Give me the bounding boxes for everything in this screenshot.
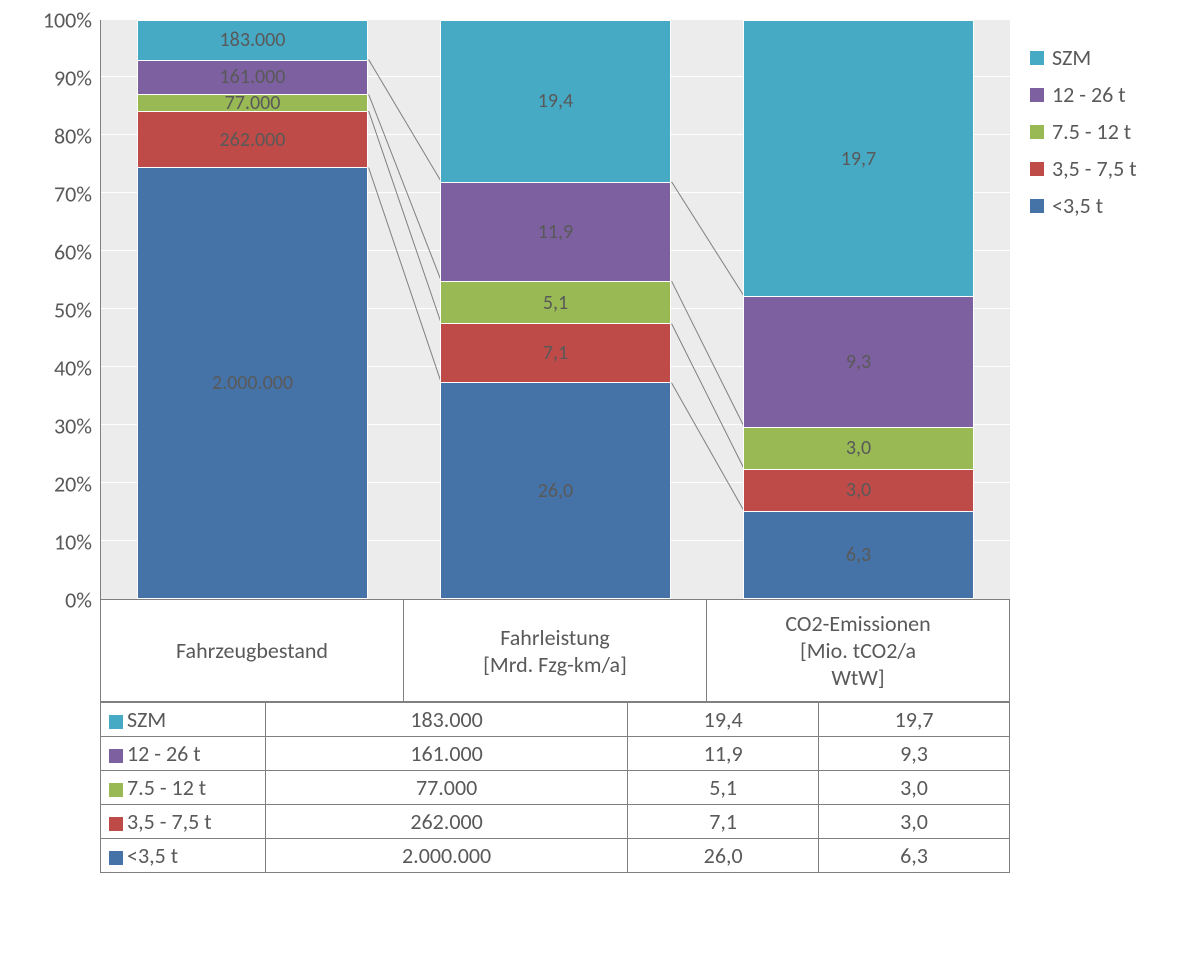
- legend-item-75_12: 7.5 - 12 t: [1030, 118, 1180, 145]
- table-cell: 19,7: [819, 703, 1010, 737]
- segment-fahrleistung-lt35: 26,0: [440, 382, 670, 599]
- table-swatch-icon: [109, 851, 123, 865]
- segment-co2-lt35: 6,3: [743, 511, 973, 599]
- table-cell: 7,1: [628, 805, 819, 839]
- table-row: <3,5 t2.000.00026,06,3: [101, 839, 1010, 873]
- y-tick: 40%: [54, 355, 92, 382]
- y-tick: 20%: [54, 471, 92, 498]
- column-co2: 6,33,03,09,319,7: [707, 20, 1010, 599]
- table-cell: 183.000: [266, 703, 628, 737]
- x-label-co2: CO2-Emissionen[Mio. tCO2/aWtW]: [707, 600, 1010, 702]
- y-tick: 50%: [54, 297, 92, 324]
- legend-label: SZM: [1052, 44, 1091, 71]
- y-tick: 60%: [54, 239, 92, 266]
- legend-item-35_75: 3,5 - 7,5 t: [1030, 155, 1180, 182]
- legend-swatch-icon: [1030, 125, 1044, 139]
- table-row: SZM183.00019,419,7: [101, 703, 1010, 737]
- table-cell: 262.000: [266, 805, 628, 839]
- segment-fahrleistung-75_12: 5,1: [440, 281, 670, 323]
- table-row-head: 7.5 - 12 t: [101, 771, 266, 805]
- data-table: SZM183.00019,419,712 - 26 t161.00011,99,…: [100, 702, 1010, 873]
- table-row-head: <3,5 t: [101, 839, 266, 873]
- legend-item-12_26: 12 - 26 t: [1030, 81, 1180, 108]
- segment-fahrzeugbestand-szm: 183.000: [137, 20, 367, 59]
- bar-fahrzeugbestand: 2.000.000262.00077.000161.000183.000: [137, 20, 367, 599]
- table-row: 3,5 - 7,5 t262.0007,13,0: [101, 805, 1010, 839]
- y-axis: 0%10%20%30%40%50%60%70%80%90%100%: [20, 20, 100, 600]
- table-swatch-icon: [109, 749, 123, 763]
- segment-fahrleistung-35_75: 7,1: [440, 323, 670, 382]
- legend-swatch-icon: [1030, 199, 1044, 213]
- legend: SZM 12 - 26 t 7.5 - 12 t 3,5 - 7,5 t <3,5 t: [1010, 20, 1180, 229]
- plot-area: 2.000.000262.00077.000161.000183.00026,0…: [100, 20, 1010, 873]
- legend-swatch-icon: [1030, 51, 1044, 65]
- table-cell: 5,1: [628, 771, 819, 805]
- segment-fahrleistung-szm: 19,4: [440, 20, 670, 182]
- y-tick: 30%: [54, 413, 92, 440]
- table-row: 7.5 - 12 t77.0005,13,0: [101, 771, 1010, 805]
- table-row: 12 - 26 t161.00011,99,3: [101, 737, 1010, 771]
- plot: 2.000.000262.00077.000161.000183.000 26,0…: [100, 20, 1010, 600]
- legend-swatch-icon: [1030, 88, 1044, 102]
- legend-item-lt35: <3,5 t: [1030, 192, 1180, 219]
- segment-fahrleistung-12_26: 11,9: [440, 182, 670, 281]
- y-tick: 80%: [54, 123, 92, 150]
- data-table-wrap: SZM183.00019,419,712 - 26 t161.00011,99,…: [100, 702, 1010, 873]
- y-tick: 70%: [54, 181, 92, 208]
- y-tick: 0%: [65, 587, 92, 614]
- table-cell: 6,3: [819, 839, 1010, 873]
- table-row-head: 3,5 - 7,5 t: [101, 805, 266, 839]
- segment-fahrzeugbestand-35_75: 262.000: [137, 111, 367, 168]
- legend-label: 12 - 26 t: [1052, 81, 1126, 108]
- table-row-head: SZM: [101, 703, 266, 737]
- segment-co2-szm: 19,7: [743, 20, 973, 296]
- table-cell: 11,9: [628, 737, 819, 771]
- x-label-fahrleistung: Fahrleistung[Mrd. Fzg-km/a]: [404, 600, 707, 702]
- table-row-head: 12 - 26 t: [101, 737, 266, 771]
- segment-co2-75_12: 3,0: [743, 427, 973, 469]
- segment-fahrzeugbestand-75_12: 77.000: [137, 94, 367, 111]
- segment-co2-35_75: 3,0: [743, 469, 973, 511]
- segment-fahrzeugbestand-12_26: 161.000: [137, 60, 367, 95]
- legend-item-szm: SZM: [1030, 44, 1180, 71]
- bar-co2: 6,33,03,09,319,7: [743, 20, 973, 599]
- column-fahrzeugbestand: 2.000.000262.00077.000161.000183.000: [101, 20, 404, 599]
- table-cell: 2.000.000: [266, 839, 628, 873]
- table-swatch-icon: [109, 817, 123, 831]
- column-fahrleistung: 26,07,15,111,919,4: [404, 20, 707, 599]
- table-cell: 77.000: [266, 771, 628, 805]
- table-cell: 26,0: [628, 839, 819, 873]
- table-swatch-icon: [109, 783, 123, 797]
- segment-fahrzeugbestand-lt35: 2.000.000: [137, 167, 367, 599]
- legend-swatch-icon: [1030, 162, 1044, 176]
- legend-label: <3,5 t: [1052, 192, 1103, 219]
- y-tick: 100%: [43, 7, 92, 34]
- table-cell: 3,0: [819, 805, 1010, 839]
- x-axis-labels: FahrzeugbestandFahrleistung[Mrd. Fzg-km/…: [100, 600, 1010, 702]
- table-swatch-icon: [109, 715, 123, 729]
- table-cell: 161.000: [266, 737, 628, 771]
- table-cell: 9,3: [819, 737, 1010, 771]
- bar-fahrleistung: 26,07,15,111,919,4: [440, 20, 670, 599]
- legend-label: 7.5 - 12 t: [1052, 118, 1131, 145]
- legend-label: 3,5 - 7,5 t: [1052, 155, 1137, 182]
- table-cell: 19,4: [628, 703, 819, 737]
- y-tick: 90%: [54, 65, 92, 92]
- segment-co2-12_26: 9,3: [743, 296, 973, 426]
- x-label-fahrzeugbestand: Fahrzeugbestand: [101, 600, 404, 702]
- y-tick: 10%: [54, 529, 92, 556]
- chart-container: 0%10%20%30%40%50%60%70%80%90%100% 2.000.…: [20, 20, 1180, 873]
- table-cell: 3,0: [819, 771, 1010, 805]
